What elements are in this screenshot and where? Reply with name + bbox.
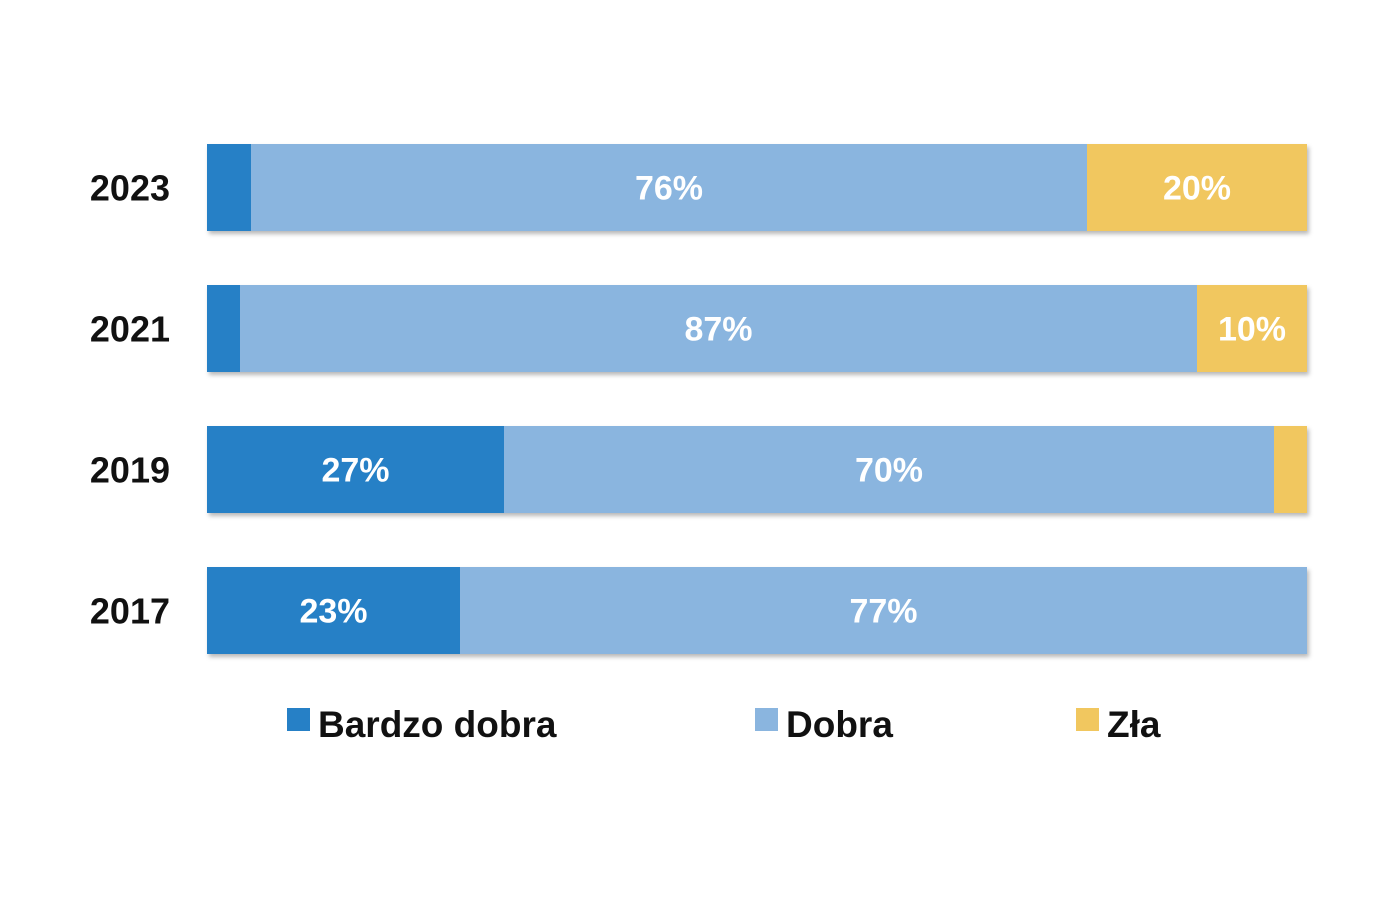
legend-label-z-a: Zła	[1107, 704, 1161, 745]
category-label-2021: 2021	[90, 309, 170, 350]
bars	[207, 144, 1307, 654]
labels: 2023 76% 20% 2021 87% 10% 2019 27% 70% 2017 23% 77%	[90, 168, 1286, 632]
legend-label-bardzo-dobra: Bardzo dobra	[318, 704, 557, 745]
bar-segment-bardzo-dobra-2021	[207, 285, 240, 372]
bar-segment-bardzo-dobra-2019	[207, 426, 504, 513]
data-label-z-a-2023: 20%	[1163, 170, 1231, 208]
bar-row-2017	[207, 567, 1307, 654]
legend-swatch-z-a	[1076, 708, 1099, 731]
bar-segment-dobra-2017	[460, 567, 1307, 654]
data-label-dobra-2023: 76%	[635, 170, 703, 208]
data-label-dobra-2017: 77%	[849, 593, 917, 631]
category-label-2017: 2017	[90, 591, 170, 632]
bar-row-2021	[207, 285, 1307, 372]
bar-segment-z-a-2021	[1197, 285, 1307, 372]
bar-segment-dobra-2023	[251, 144, 1087, 231]
legend-item-dobra: Dobra	[755, 704, 893, 745]
data-label-z-a-2021: 10%	[1218, 311, 1286, 349]
legend-item-z-a: Zła	[1076, 704, 1161, 745]
category-label-2023: 2023	[90, 168, 170, 209]
bar-segment-z-a-2019	[1274, 426, 1307, 513]
legend-swatch-bardzo-dobra	[287, 708, 310, 731]
legend-swatch-dobra	[755, 708, 778, 731]
bar-row-2019	[207, 426, 1307, 513]
data-label-dobra-2019: 70%	[855, 452, 923, 490]
bar-segment-z-a-2023	[1087, 144, 1307, 231]
legend-label-dobra: Dobra	[786, 704, 893, 745]
data-label-bardzo-dobra-2019: 27%	[321, 452, 389, 490]
data-label-bardzo-dobra-2017: 23%	[299, 593, 367, 631]
bar-row-2023	[207, 144, 1307, 231]
bar-segment-dobra-2019	[504, 426, 1274, 513]
legend-item-bardzo-dobra: Bardzo dobra	[287, 704, 557, 745]
data-label-dobra-2021: 87%	[684, 311, 752, 349]
bar-segment-bardzo-dobra-2023	[207, 144, 251, 231]
category-label-2019: 2019	[90, 450, 170, 491]
legend: Bardzo dobra Dobra Zła	[287, 704, 1161, 745]
bar-segment-bardzo-dobra-2017	[207, 567, 460, 654]
bar-segment-dobra-2021	[240, 285, 1197, 372]
